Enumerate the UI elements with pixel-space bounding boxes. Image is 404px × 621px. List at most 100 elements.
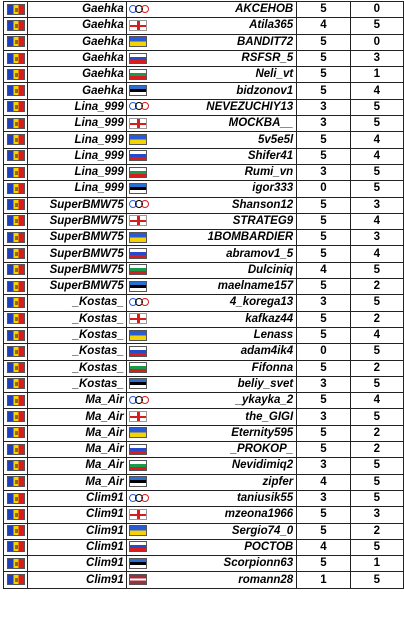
- player1-name: Gaehka: [27, 49, 127, 68]
- table-row: Gaehka BANDIT72 5 0: [2, 33, 404, 51]
- score2: 5: [349, 408, 404, 426]
- moldova-flag-icon: [6, 443, 25, 455]
- score2: 2: [349, 359, 404, 377]
- player2-name: 5v5e5l: [150, 131, 298, 149]
- flag-cell: [2, 392, 29, 410]
- score2: 1: [349, 66, 404, 84]
- score2: 3: [349, 506, 404, 524]
- score2: 0: [349, 0, 404, 19]
- player1-name: Clim91: [27, 522, 127, 540]
- estonia-flag-icon: [129, 280, 148, 292]
- score1: 5: [296, 278, 351, 296]
- score1: 5: [296, 359, 351, 377]
- table-row: Ma_Air Eternity595 5 2: [2, 424, 404, 443]
- opponent-flag-cell: [125, 392, 151, 410]
- score1: 1: [296, 571, 351, 589]
- georgia-flag-icon: [129, 19, 148, 31]
- table-row: _Kostas_ beliy_svet 3 5: [2, 375, 404, 394]
- moldova-flag-icon: [6, 411, 25, 423]
- player1-name: Lina_999: [27, 180, 127, 198]
- score2: 4: [349, 245, 404, 263]
- ukraine-flag-icon: [129, 329, 148, 341]
- score2: 0: [349, 33, 404, 51]
- olympic-flag-icon: [129, 492, 150, 504]
- results-table: Gaehka AKCEHOB 5 0 Gaehka Atila365 4 5 Gaehka BAN…: [2, 0, 404, 589]
- table-row: Ma_Air Nevidimiq2 3 5: [2, 457, 404, 475]
- moldova-flag-icon: [6, 52, 25, 64]
- player2-name: adam4ik4: [150, 343, 298, 361]
- opponent-flag-cell: [125, 489, 151, 508]
- player2-name: RSFSR_5: [150, 49, 298, 68]
- moldova-flag-icon: [6, 101, 25, 113]
- player2-name: kafkaz44: [150, 310, 298, 328]
- flag-cell: [2, 212, 29, 231]
- georgia-flag-icon: [129, 508, 148, 520]
- player2-name: Neli_vt: [150, 66, 298, 84]
- moldova-flag-icon: [6, 427, 25, 439]
- opponent-flag-cell: [125, 0, 151, 19]
- moldova-flag-icon: [6, 525, 25, 537]
- score1: 5: [296, 555, 351, 573]
- russia-flag-icon: [129, 52, 148, 64]
- table-row: SuperBMW75 Dulciniq 4 5: [2, 261, 404, 280]
- player2-name: Nevidimiq2: [150, 457, 298, 475]
- georgia-flag-icon: [129, 117, 148, 129]
- table-row: Clim91 mzeona1966 5 3: [2, 506, 404, 524]
- score1: 3: [296, 408, 351, 426]
- bulgaria-flag-icon: [129, 166, 148, 178]
- olympic-flag-icon: [129, 101, 150, 113]
- player2-name: STRATEG9: [150, 212, 298, 231]
- moldova-flag-icon: [6, 378, 25, 390]
- bulgaria-flag-icon: [129, 362, 148, 374]
- player2-name: abramov1_5: [150, 245, 298, 263]
- flag-cell: [2, 278, 29, 296]
- table-row: _Kostas_ Lenass 5 4: [2, 326, 404, 345]
- table-row: SuperBMW75 1BOMBARDIER 5 3: [2, 229, 404, 247]
- player2-name: NEVEZUCHIY13: [150, 98, 298, 117]
- player1-name: Clim91: [27, 489, 127, 508]
- score2: 5: [349, 294, 404, 312]
- score1: 5: [296, 506, 351, 524]
- player2-name: Fifonna: [150, 359, 298, 377]
- score1: 5: [296, 33, 351, 51]
- player2-name: Dulciniq: [150, 261, 298, 280]
- flag-cell: [2, 408, 29, 426]
- score1: 5: [296, 212, 351, 231]
- score1: 5: [296, 424, 351, 443]
- table-row: _Kostas_ adam4ik4 0 5: [2, 343, 404, 361]
- flag-cell: [2, 66, 29, 84]
- table-row: Lina_999 NEVEZUCHIY13 3 5: [2, 98, 404, 117]
- player2-name: 4_korega13: [150, 294, 298, 312]
- moldova-flag-icon: [6, 574, 25, 585]
- opponent-flag-cell: [125, 180, 151, 198]
- russia-flag-icon: [129, 443, 148, 455]
- opponent-flag-cell: [125, 196, 151, 214]
- table-row: Clim91 POCTOB 4 5: [2, 538, 404, 557]
- score2: 2: [349, 522, 404, 540]
- score1: 4: [296, 261, 351, 280]
- player1-name: Lina_999: [27, 163, 127, 182]
- score2: 2: [349, 441, 404, 459]
- flag-cell: [2, 571, 29, 589]
- score2: 5: [349, 17, 404, 35]
- player2-name: _PROKOP_: [150, 441, 298, 459]
- opponent-flag-cell: [125, 408, 151, 426]
- score1: 0: [296, 180, 351, 198]
- player1-name: SuperBMW75: [27, 245, 127, 263]
- ukraine-flag-icon: [129, 36, 148, 48]
- score2: 5: [349, 163, 404, 182]
- player2-name: Sergio74_0: [150, 522, 298, 540]
- score1: 3: [296, 98, 351, 117]
- moldova-flag-icon: [6, 199, 25, 211]
- moldova-flag-icon: [6, 182, 25, 194]
- table-row: SuperBMW75 STRATEG9 5 4: [2, 212, 404, 231]
- score1: 3: [296, 294, 351, 312]
- table-row: Ma_Air the_GIGI 3 5: [2, 408, 404, 426]
- player1-name: Ma_Air: [27, 441, 127, 459]
- opponent-flag-cell: [125, 473, 151, 491]
- score2: 5: [349, 343, 404, 361]
- moldova-flag-icon: [6, 394, 25, 406]
- player1-name: Gaehka: [27, 82, 127, 100]
- moldova-flag-icon: [6, 362, 25, 374]
- player1-name: _Kostas_: [27, 375, 127, 394]
